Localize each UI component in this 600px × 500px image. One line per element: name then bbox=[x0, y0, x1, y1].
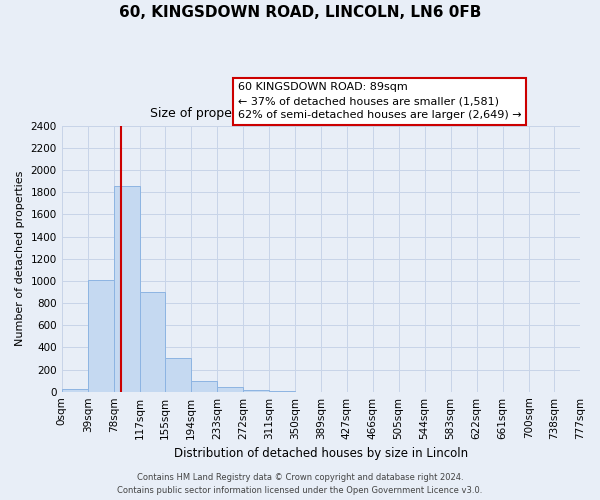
Title: Size of property relative to detached houses in Lincoln: Size of property relative to detached ho… bbox=[150, 108, 492, 120]
Bar bbox=[191, 380, 217, 392]
Y-axis label: Number of detached properties: Number of detached properties bbox=[15, 171, 25, 346]
Bar bbox=[165, 358, 191, 392]
Bar bbox=[217, 386, 243, 392]
Bar bbox=[269, 391, 295, 392]
Bar bbox=[62, 390, 88, 392]
Bar bbox=[88, 280, 114, 392]
Bar bbox=[114, 186, 140, 392]
Text: 60, KINGSDOWN ROAD, LINCOLN, LN6 0FB: 60, KINGSDOWN ROAD, LINCOLN, LN6 0FB bbox=[119, 5, 481, 20]
X-axis label: Distribution of detached houses by size in Lincoln: Distribution of detached houses by size … bbox=[174, 447, 468, 460]
Bar bbox=[140, 292, 165, 392]
Bar bbox=[243, 390, 269, 392]
Text: Contains HM Land Registry data © Crown copyright and database right 2024.
Contai: Contains HM Land Registry data © Crown c… bbox=[118, 474, 482, 495]
Text: 60 KINGSDOWN ROAD: 89sqm
← 37% of detached houses are smaller (1,581)
62% of sem: 60 KINGSDOWN ROAD: 89sqm ← 37% of detach… bbox=[238, 82, 521, 120]
